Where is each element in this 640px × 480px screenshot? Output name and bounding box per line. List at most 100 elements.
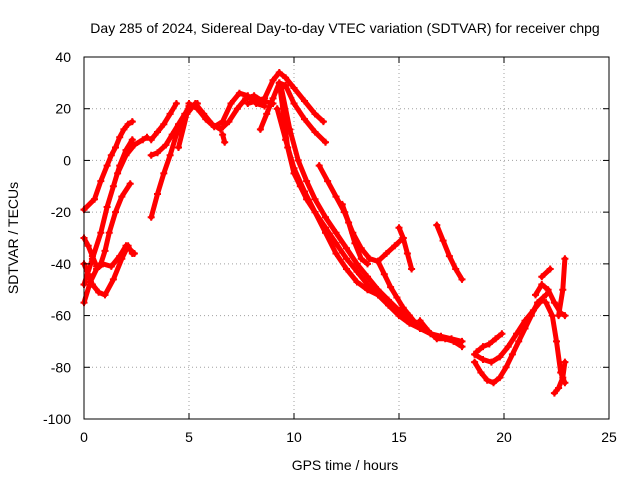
data-point-marker bbox=[107, 262, 115, 270]
series-track-13 bbox=[244, 69, 327, 126]
data-point-marker bbox=[84, 242, 92, 250]
data-point-marker bbox=[315, 162, 323, 170]
data-point-marker bbox=[504, 343, 512, 351]
series-track-7 bbox=[147, 100, 180, 144]
data-point-marker bbox=[433, 335, 441, 343]
data-point-marker bbox=[109, 182, 117, 190]
y-tick-label: 40 bbox=[55, 49, 71, 65]
data-point-marker bbox=[219, 131, 227, 139]
data-point-marker bbox=[502, 363, 510, 371]
data-point-marker bbox=[498, 330, 506, 338]
data-point-marker bbox=[458, 275, 466, 283]
data-point-marker bbox=[97, 177, 105, 185]
data-point-marker bbox=[332, 239, 340, 247]
data-point-marker bbox=[256, 125, 264, 133]
series-track-29 bbox=[550, 358, 569, 397]
data-point-marker bbox=[485, 340, 493, 348]
data-point-marker bbox=[357, 255, 365, 263]
data-point-marker bbox=[343, 255, 350, 263]
chart-title: Day 285 of 2024, Sidereal Day-to-day VTE… bbox=[90, 20, 599, 36]
data-point-marker bbox=[343, 265, 350, 273]
data-point-marker bbox=[345, 219, 353, 226]
data-point-marker bbox=[166, 151, 174, 159]
data-point-marker bbox=[269, 76, 277, 84]
data-point-marker bbox=[532, 291, 539, 299]
data-point-marker bbox=[244, 100, 252, 107]
data-point-marker bbox=[364, 260, 371, 268]
data-point-marker bbox=[275, 69, 283, 76]
series-track-21 bbox=[395, 224, 416, 273]
data-point-marker bbox=[458, 343, 466, 351]
data-point-marker bbox=[225, 118, 233, 126]
data-point-marker bbox=[324, 177, 332, 185]
data-point-marker bbox=[101, 247, 109, 255]
data-point-marker bbox=[332, 229, 340, 237]
data-point-marker bbox=[391, 242, 399, 250]
data-point-marker bbox=[154, 149, 161, 157]
y-tick-label: -80 bbox=[51, 359, 71, 375]
data-point-marker bbox=[479, 356, 487, 363]
data-point-marker bbox=[477, 369, 485, 376]
plot-frame bbox=[83, 56, 610, 420]
data-point-marker bbox=[193, 105, 201, 113]
data-point-marker bbox=[393, 294, 401, 301]
data-point-marker bbox=[95, 288, 103, 296]
data-point-marker bbox=[154, 190, 161, 198]
data-point-marker bbox=[374, 291, 382, 299]
data-point-marker bbox=[143, 133, 151, 141]
data-point-marker bbox=[343, 244, 350, 252]
data-point-marker bbox=[128, 136, 136, 144]
data-point-marker bbox=[263, 110, 271, 118]
data-point-marker bbox=[311, 110, 319, 118]
data-point-marker bbox=[538, 296, 546, 304]
data-point-marker bbox=[364, 286, 371, 294]
data-point-marker bbox=[126, 180, 134, 188]
x-tick-label: 15 bbox=[391, 429, 407, 445]
data-point-marker bbox=[546, 265, 554, 273]
data-point-marker bbox=[374, 257, 382, 265]
data-point-marker bbox=[521, 317, 529, 325]
series-track-6 bbox=[114, 133, 151, 177]
series-track-31 bbox=[538, 265, 554, 281]
data-point-marker bbox=[91, 195, 98, 203]
data-point-marker bbox=[183, 110, 191, 118]
x-tick-label: 5 bbox=[185, 429, 193, 445]
data-point-marker bbox=[555, 384, 563, 392]
data-point-marker bbox=[122, 151, 130, 159]
data-point-marker bbox=[399, 234, 407, 242]
data-point-marker bbox=[128, 118, 136, 126]
series-trace bbox=[81, 243, 137, 306]
data-point-marker bbox=[219, 118, 227, 126]
data-point-marker bbox=[185, 100, 193, 107]
series-track-25 bbox=[471, 296, 546, 366]
data-point-marker bbox=[162, 141, 170, 149]
data-point-marker bbox=[406, 312, 413, 320]
data-point-marker bbox=[561, 312, 569, 320]
data-point-marker bbox=[399, 304, 407, 312]
series-trace bbox=[551, 359, 568, 396]
data-point-marker bbox=[210, 123, 218, 131]
data-point-marker bbox=[250, 92, 258, 100]
data-point-marker bbox=[319, 118, 327, 126]
data-point-marker bbox=[172, 100, 180, 107]
series-track-9 bbox=[147, 102, 193, 221]
data-point-marker bbox=[172, 131, 180, 139]
data-point-marker bbox=[559, 374, 567, 382]
data-point-marker bbox=[86, 278, 94, 286]
y-tick-label: -20 bbox=[51, 204, 71, 220]
data-point-marker bbox=[294, 156, 302, 164]
data-point-marker bbox=[353, 278, 361, 286]
data-point-marker bbox=[116, 133, 124, 141]
data-point-marker bbox=[439, 237, 447, 245]
data-point-marker bbox=[403, 250, 411, 257]
series-track-12 bbox=[219, 131, 229, 146]
series-trace bbox=[375, 258, 425, 331]
data-point-marker bbox=[120, 125, 128, 133]
x-tick-label: 25 bbox=[601, 429, 617, 445]
data-point-marker bbox=[244, 92, 252, 100]
data-point-marker bbox=[107, 151, 115, 159]
data-point-marker bbox=[166, 110, 174, 118]
data-point-marker bbox=[233, 105, 241, 113]
data-point-marker bbox=[154, 128, 161, 136]
